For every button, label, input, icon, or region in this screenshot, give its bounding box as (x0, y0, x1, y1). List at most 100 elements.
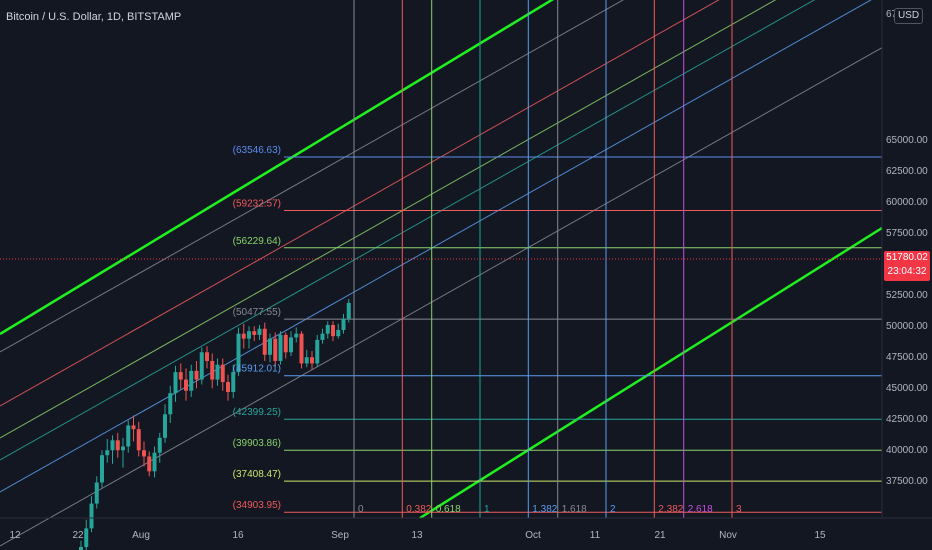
candle-body-1 (84, 528, 89, 547)
price-axis-label-9: 42500.00 (886, 414, 928, 425)
fib-level-label-5: (42399.25) (233, 407, 281, 418)
channel-line-1 (0, 0, 720, 407)
candlestick-series (79, 298, 351, 550)
candle-body-44 (310, 357, 314, 364)
candle-body-14 (152, 452, 157, 472)
price-axis[interactable]: 6765000.0062500.0060000.0057500.0055000.… (886, 9, 928, 487)
candle-body-23 (199, 352, 204, 380)
candle-body-40 (289, 337, 293, 353)
time-axis-label-10: 15 (814, 530, 826, 541)
candle-body-25 (210, 360, 215, 380)
fib-level-label-6: (39903.86) (233, 438, 281, 449)
fib-time-label-3: 1 (484, 504, 490, 515)
chart-title: Bitcoin / U.S. Dollar, 1D, BITSTAMP (6, 11, 182, 23)
channel-line-5 (0, 47, 883, 547)
price-axis-label-7: 47500.00 (886, 352, 928, 363)
candle-body-32 (247, 331, 251, 339)
candle-body-11 (136, 429, 141, 451)
price-axis-label-6: 50000.00 (886, 321, 928, 332)
candle-body-43 (304, 357, 309, 364)
candle-body-37 (273, 338, 278, 361)
candle-body-15 (157, 437, 162, 453)
fib-level-label-3: (50477.55) (233, 307, 281, 318)
candle-body-24 (205, 352, 209, 361)
candle-body-7 (115, 440, 120, 451)
candle-body-33 (252, 331, 257, 335)
candle-body-49 (336, 329, 341, 337)
current-price-tag: 51780.02 23:04:32 (884, 251, 930, 281)
fib-level-labels: (63546.63) (59232.57) (56229.64) (50477.55)… (233, 145, 281, 511)
candle-body-48 (331, 325, 335, 337)
candle-body-2 (89, 503, 94, 529)
candle-body-22 (194, 370, 199, 380)
fib-level-label-4: (45912.01) (233, 364, 281, 375)
time-axis-label-3: 16 (232, 530, 244, 541)
time-axis-label-8: 21 (654, 530, 666, 541)
channel-line-0 (0, 0, 625, 353)
candle-body-31 (241, 333, 246, 339)
price-axis-label-8: 45000.00 (886, 383, 928, 394)
channel-upper-bound (0, 0, 555, 336)
candle-body-29 (231, 372, 236, 392)
candle-body-42 (299, 333, 304, 364)
price-axis-label-1: 62500.00 (886, 166, 928, 177)
candle-body-30 (236, 333, 241, 373)
candle-body-47 (325, 325, 330, 334)
candle-body-3 (94, 482, 99, 504)
candle-body-17 (168, 393, 173, 415)
candle-body-41 (294, 333, 299, 338)
fib-time-label-1: 0.382 (406, 504, 431, 515)
candle-body-0 (79, 546, 83, 550)
price-axis-label-top: 67 (886, 9, 898, 20)
candle-body-51 (346, 302, 351, 319)
time-axis-label-6: Oct (525, 530, 541, 541)
channel-line-4 (0, 0, 872, 493)
candle-body-10 (131, 425, 136, 430)
candle-body-16 (163, 414, 167, 438)
fib-level-label-8: (34903.95) (233, 500, 281, 511)
candle-body-8 (121, 446, 125, 451)
candle-body-28 (226, 382, 230, 392)
candle-body-18 (173, 372, 178, 394)
channel-line-3 (0, 0, 816, 461)
price-axis-label-11: 37500.00 (886, 476, 928, 487)
fib-time-label-4: 1.382 (532, 504, 557, 515)
candle-body-45 (315, 339, 320, 364)
candle-body-35 (262, 328, 267, 355)
fib-time-label-8: 2.618 (688, 504, 713, 515)
fib-time-label-6: 2 (610, 504, 616, 515)
fib-time-label-7: 2.382 (658, 504, 683, 515)
time-axis[interactable]: 12 22 Aug 16 Sep 13 Oct 11 21 Nov 15 (9, 530, 826, 541)
candle-body-20 (184, 379, 188, 391)
fib-level-label-0: (63546.63) (233, 145, 281, 156)
time-axis-label-4: Sep (331, 530, 349, 541)
time-axis-label-1: 22 (72, 530, 84, 541)
channel-line-2 (0, 0, 777, 439)
fib-time-label-2: 0.618 (436, 504, 461, 515)
time-axis-label-0: 12 (9, 530, 21, 541)
time-axis-label-2: Aug (132, 530, 150, 541)
candle-body-36 (268, 338, 272, 355)
price-axis-label-10: 40000.00 (886, 445, 928, 456)
fib-time-labels: 0 0.382 0.618 1 1.382 1.618 2 2.382 2.618 3 (358, 504, 742, 515)
fib-level-label-2: (56229.64) (233, 236, 281, 247)
candle-body-12 (142, 450, 146, 457)
price-axis-label-2: 60000.00 (886, 197, 928, 208)
candle-body-13 (147, 456, 152, 472)
fib-time-label-9: 3 (736, 504, 742, 515)
bar-countdown: 23:04:32 (887, 266, 927, 277)
time-axis-label-7: 11 (590, 530, 601, 541)
candle-body-39 (283, 334, 288, 353)
candle-body-34 (257, 328, 262, 335)
candle-body-19 (178, 372, 183, 380)
time-axis-label-5: 13 (411, 530, 423, 541)
price-axis-label-3: 57500.00 (886, 228, 928, 239)
currency-badge[interactable]: USD (894, 8, 923, 24)
channel-lower-bound (419, 226, 883, 520)
fib-level-label-1: (59232.57) (233, 199, 281, 210)
price-axis-label-0: 65000.00 (886, 135, 928, 146)
candle-body-27 (220, 364, 225, 383)
current-price-value: 51780.02 (886, 252, 928, 263)
fib-time-label-5: 1.618 (562, 504, 587, 515)
